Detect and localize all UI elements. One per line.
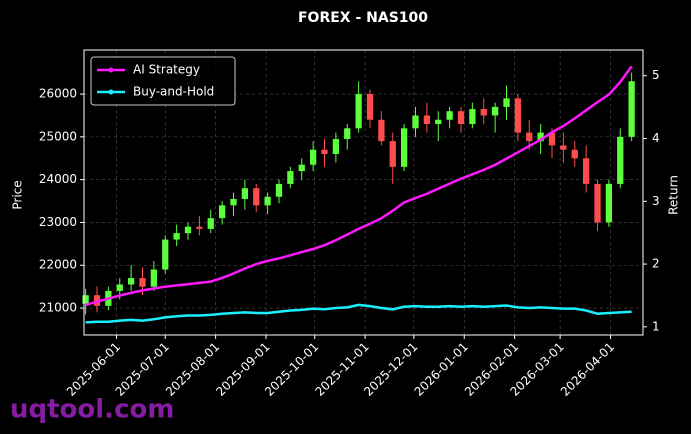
y-tick-label: 21000 <box>39 301 77 315</box>
candle-body <box>355 94 362 129</box>
y-tick-label: 22000 <box>39 258 77 272</box>
y-tick-label: 25000 <box>39 129 77 143</box>
candle-body <box>332 139 340 154</box>
candle-body <box>378 119 385 142</box>
y2-tick-label: 2 <box>652 257 660 271</box>
candle-body <box>571 149 578 159</box>
candle-body <box>150 269 158 287</box>
candle-body <box>469 109 476 125</box>
legend-marker <box>108 67 114 73</box>
candle-body <box>82 295 89 304</box>
legend-box <box>90 56 236 106</box>
legend-marker <box>108 89 114 95</box>
candle-body <box>309 149 317 165</box>
candle-body <box>537 132 544 142</box>
candle-body <box>321 149 328 154</box>
candle-body <box>435 119 442 125</box>
x-tick-label: 2026-04-01 <box>558 340 617 399</box>
candle-body <box>560 145 567 150</box>
candle-body <box>264 196 271 206</box>
candle-body <box>503 98 510 107</box>
candle-body <box>526 132 533 142</box>
candle-body <box>344 128 351 140</box>
candle-body <box>412 115 419 129</box>
candle-body <box>230 198 237 206</box>
y2-tick-label: 1 <box>652 319 660 333</box>
candle-body <box>253 188 260 206</box>
legend-label: AI Strategy <box>133 63 200 77</box>
y-tick-label: 23000 <box>39 215 77 229</box>
series-line <box>85 303 632 324</box>
candle-body <box>287 171 294 184</box>
candle-body <box>582 158 590 184</box>
chart-title: FOREX - NAS100 <box>298 10 428 26</box>
candle-body <box>514 98 522 133</box>
candle-body <box>628 81 635 137</box>
y-tick-label: 26000 <box>39 87 77 101</box>
candle-body <box>116 284 123 291</box>
candle-body <box>196 226 203 229</box>
candle-body <box>184 226 192 234</box>
y-axis-label: Price <box>11 180 25 209</box>
candle-body <box>275 183 283 197</box>
y2-tick-label: 4 <box>652 131 660 145</box>
candle-body <box>298 164 305 172</box>
candle-body <box>139 278 146 287</box>
candle-body <box>389 141 396 167</box>
candle-body <box>400 128 408 167</box>
candle-body <box>241 188 249 199</box>
y2-axis-label: Return <box>667 175 681 215</box>
candle-body <box>207 218 214 229</box>
candle-body <box>173 233 180 240</box>
y2-tick-label: 5 <box>652 68 660 82</box>
candle-body <box>480 109 487 116</box>
candle-body <box>617 136 624 184</box>
candle-body <box>423 115 431 125</box>
candle-body <box>548 132 556 146</box>
legend-label: Buy-and-Hold <box>133 85 214 99</box>
candle-body <box>594 183 601 223</box>
candle-body <box>218 205 226 219</box>
plot-frame <box>83 49 644 336</box>
series-line <box>85 65 633 307</box>
candle-body <box>446 111 453 120</box>
candle-body <box>491 106 499 116</box>
y2-tick-label: 3 <box>652 194 660 208</box>
candle-body <box>457 111 465 125</box>
candle-body <box>127 278 135 285</box>
candle-body <box>162 239 169 270</box>
watermark: uqtool.com <box>10 395 174 425</box>
y-tick-label: 24000 <box>39 172 77 186</box>
candle-body <box>366 94 374 120</box>
candle-body <box>605 183 613 223</box>
